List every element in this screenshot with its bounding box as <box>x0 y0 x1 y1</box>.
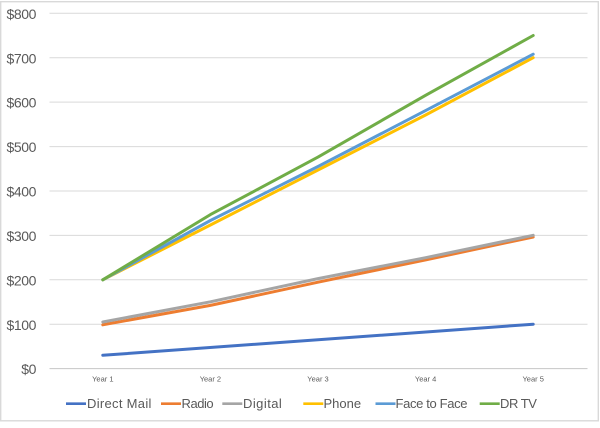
svg-text:$800: $800 <box>6 6 36 22</box>
svg-text:Year 2: Year 2 <box>200 374 221 383</box>
svg-text:DR TV: DR TV <box>500 396 537 411</box>
svg-text:Digital: Digital <box>243 396 282 411</box>
svg-text:$500: $500 <box>6 139 36 155</box>
svg-text:$400: $400 <box>6 184 36 200</box>
svg-text:Year 3: Year 3 <box>307 374 328 383</box>
svg-text:$700: $700 <box>6 50 36 66</box>
svg-text:$300: $300 <box>6 228 36 244</box>
svg-text:$0: $0 <box>21 361 36 377</box>
svg-text:Year 5: Year 5 <box>522 374 543 383</box>
svg-text:$200: $200 <box>6 272 36 288</box>
svg-text:Face to Face: Face to Face <box>396 396 468 411</box>
svg-text:Year 1: Year 1 <box>92 374 113 383</box>
svg-text:Phone: Phone <box>324 396 362 411</box>
svg-text:Direct Mail: Direct Mail <box>87 396 152 411</box>
svg-text:Radio: Radio <box>182 396 214 411</box>
svg-text:$100: $100 <box>6 317 36 333</box>
svg-text:$600: $600 <box>6 95 36 111</box>
svg-text:Year 4: Year 4 <box>415 374 436 383</box>
